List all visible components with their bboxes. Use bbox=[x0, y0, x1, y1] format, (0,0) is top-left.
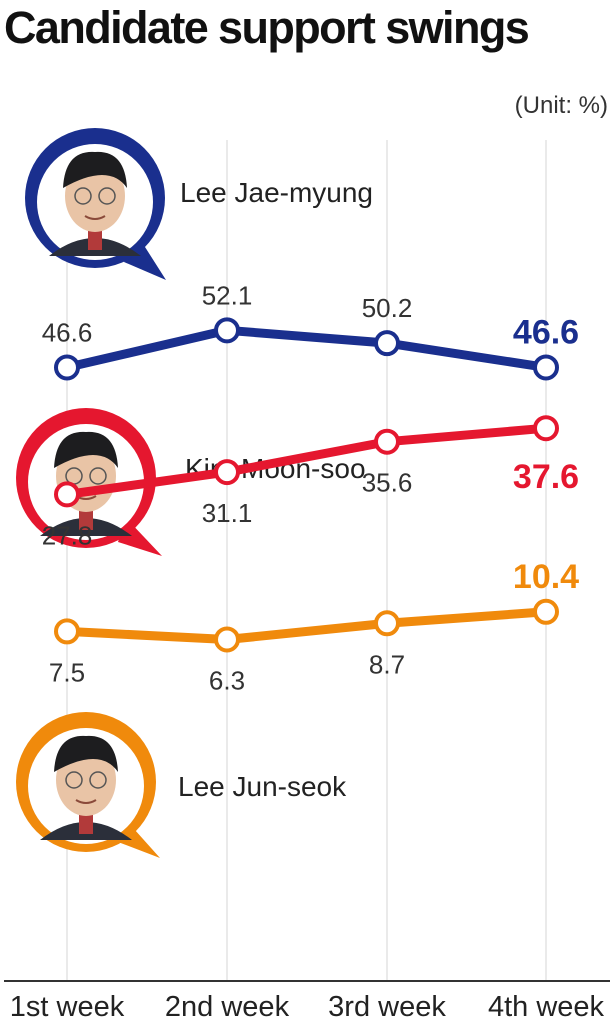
portrait-mouth bbox=[75, 799, 97, 804]
unit-label: (Unit: %) bbox=[514, 92, 608, 119]
data-point bbox=[214, 626, 240, 653]
data-label: 50.2 bbox=[362, 293, 413, 323]
data-label: 8.7 bbox=[369, 649, 405, 679]
x-tick-label: 3rd week bbox=[328, 991, 446, 1022]
data-point bbox=[533, 415, 559, 442]
series-line bbox=[62, 607, 551, 644]
data-label: 46.6 bbox=[513, 313, 579, 351]
portrait-hair bbox=[63, 151, 127, 188]
portrait-glasses-left bbox=[65, 771, 83, 789]
portrait-glasses-right bbox=[89, 771, 107, 789]
data-point bbox=[533, 598, 559, 625]
series-1: Lee Jae-myung 46.6 52.1 50.2 46.6 bbox=[25, 128, 579, 381]
portrait-glasses-left bbox=[74, 187, 92, 205]
series-line bbox=[62, 423, 551, 499]
portrait-hair bbox=[54, 735, 118, 772]
data-label: 31.1 bbox=[202, 498, 253, 528]
portrait-lee-jun-seok-icon bbox=[28, 728, 144, 844]
data-label: 46.6 bbox=[42, 317, 93, 347]
x-tick-label: 2nd week bbox=[165, 991, 290, 1022]
portrait-mouth bbox=[84, 215, 106, 220]
series-2: Kim Moon-soo 27.8 31.1 35.6 37.6 bbox=[16, 408, 579, 556]
portrait-glasses-right bbox=[98, 187, 116, 205]
data-point bbox=[533, 354, 559, 381]
data-point bbox=[374, 610, 400, 637]
data-point bbox=[54, 354, 80, 381]
data-label: 6.3 bbox=[209, 665, 245, 695]
series-line bbox=[62, 325, 551, 372]
data-point bbox=[54, 481, 80, 508]
data-point bbox=[214, 459, 240, 486]
portrait-glasses-right bbox=[89, 467, 107, 485]
portrait-lee-jae-myung-icon bbox=[37, 144, 153, 260]
data-point bbox=[214, 317, 240, 344]
data-label: 7.5 bbox=[49, 657, 85, 687]
series-name: Kim Moon-soo bbox=[185, 453, 366, 484]
data-label: 37.6 bbox=[513, 458, 579, 496]
series-3: Lee Jun-seok 7.5 6.3 8.7 10.4 bbox=[16, 558, 579, 858]
series-name: Lee Jae-myung bbox=[180, 177, 373, 208]
x-tick-label: 4th week bbox=[488, 991, 605, 1022]
data-point bbox=[54, 618, 80, 645]
data-point bbox=[374, 330, 400, 357]
data-label: 52.1 bbox=[202, 280, 253, 310]
chart-title: Candidate support swings bbox=[4, 2, 530, 53]
data-label: 27.8 bbox=[42, 520, 93, 550]
data-label: 10.4 bbox=[513, 558, 579, 596]
portrait-hair bbox=[54, 431, 118, 468]
data-point bbox=[374, 428, 400, 455]
data-label: 35.6 bbox=[362, 468, 413, 498]
x-tick-label: 1st week bbox=[10, 991, 125, 1022]
series-name: Lee Jun-seok bbox=[178, 771, 347, 802]
